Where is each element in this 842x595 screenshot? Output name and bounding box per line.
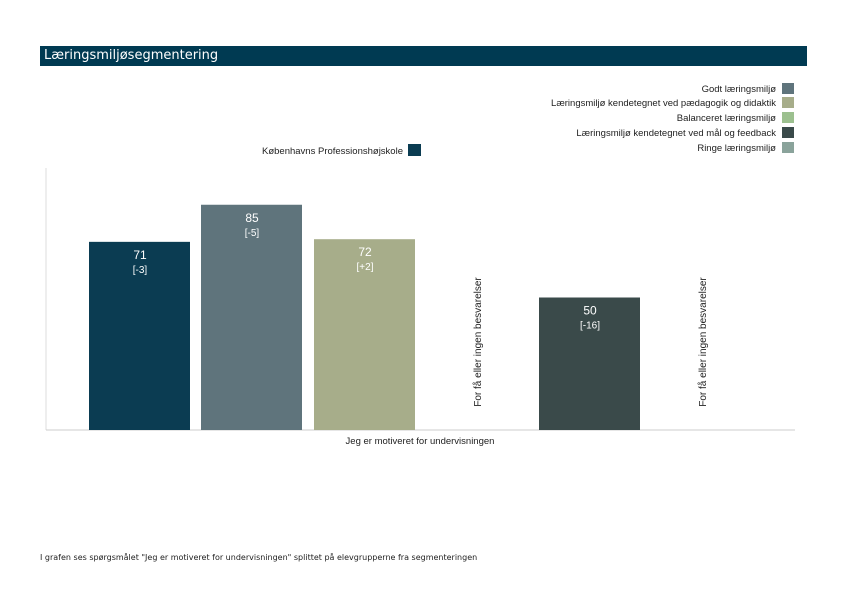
- legend-label-5: Ringe læringsmiljø: [697, 143, 776, 154]
- legend-label-2: Læringsmiljø kendetegnet ved pædagogik o…: [551, 98, 776, 109]
- bar-6-no-data-note: For få eller ingen besvarelser: [697, 277, 709, 407]
- legend-swatch-5: [782, 142, 794, 153]
- legend-swatch-kp: [408, 144, 421, 156]
- bar-2-diff-label: [-5]: [245, 228, 260, 239]
- bar-3-value-label: 72: [358, 245, 372, 259]
- legend-label-1: Godt læringsmiljø: [702, 84, 777, 95]
- legend-label-3: Balanceret læringsmiljø: [677, 113, 776, 124]
- legend-swatch-1: [782, 83, 794, 94]
- bar-2: [201, 204, 302, 430]
- bar-1-diff-label: [-3]: [133, 265, 148, 276]
- legend-swatch-2: [782, 97, 794, 108]
- x-axis-label: Jeg er motiveret for undervisningen: [346, 436, 495, 447]
- bar-3-diff-label: [+2]: [357, 262, 374, 273]
- footnote: I grafen ses spørgsmålet "Jeg er motiver…: [40, 553, 478, 562]
- page-title: Læringsmiljøsegmentering: [44, 48, 219, 63]
- legend-swatch-3: [782, 112, 794, 123]
- bar-1-value-label: 71: [133, 248, 147, 262]
- legend-swatch-4: [782, 127, 794, 138]
- bar-2-value-label: 85: [245, 211, 259, 225]
- bar-1: [89, 241, 190, 430]
- legend-label-kp: Københavns Professionshøjskole: [262, 146, 403, 157]
- legend-label-4: Læringsmiljø kendetegnet ved mål og feed…: [576, 128, 776, 139]
- bar-4-no-data-note: For få eller ingen besvarelser: [472, 277, 484, 407]
- bar-3: [314, 239, 415, 430]
- title-bar: Læringsmiljøsegmentering: [40, 46, 807, 66]
- bar-5-value-label: 50: [583, 304, 597, 318]
- bar-5: [539, 297, 640, 430]
- bar-5-diff-label: [-16]: [580, 321, 600, 332]
